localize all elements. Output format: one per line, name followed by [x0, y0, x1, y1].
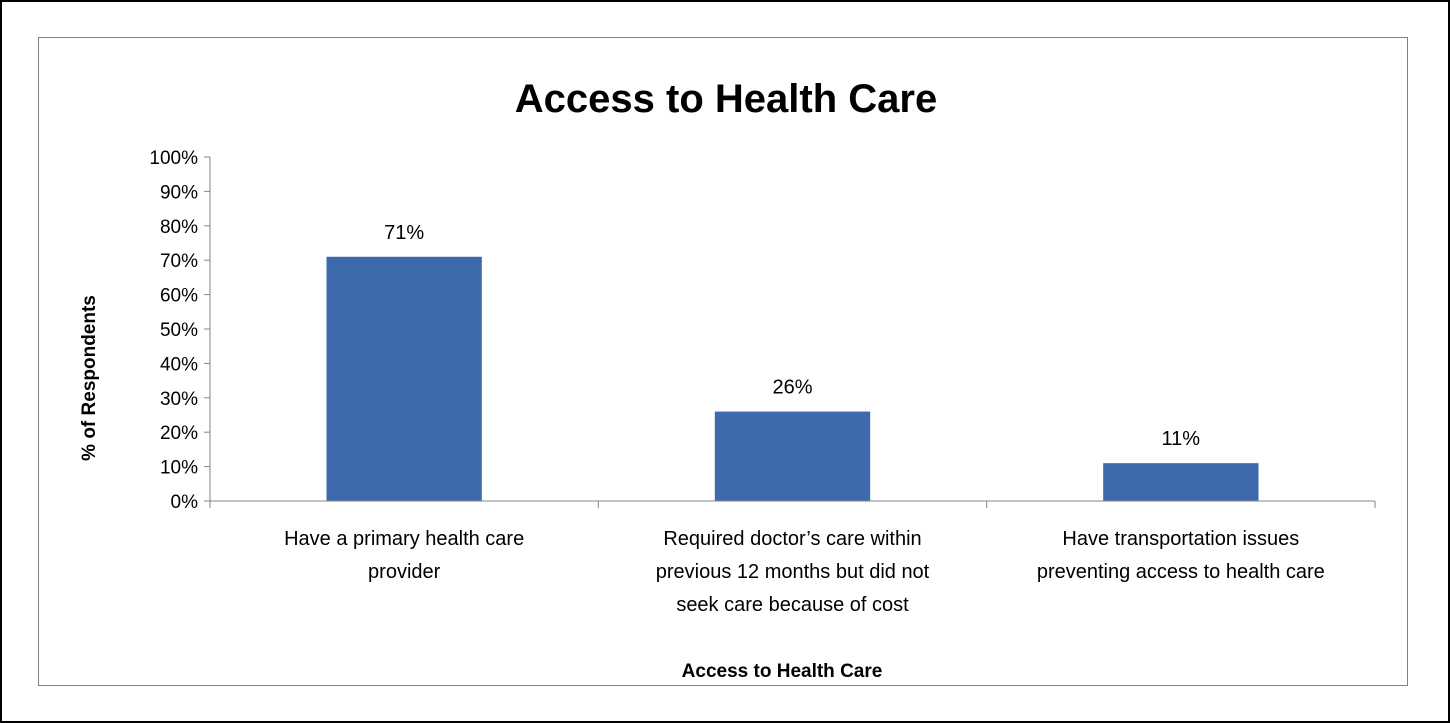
- y-tick-label: 90%: [160, 182, 198, 203]
- chart-area: [38, 37, 1408, 686]
- x-category-label: Have transportation issues preventing acc…: [1037, 528, 1325, 583]
- y-tick-label: 30%: [160, 389, 198, 410]
- x-category-label-line: previous 12 months but did not: [656, 561, 930, 583]
- y-tick-label: 10%: [160, 458, 198, 479]
- x-category-label: Have a primary health care provider: [284, 528, 524, 583]
- y-tick-label: 40%: [160, 354, 198, 375]
- x-category-label-line: seek care because of cost: [676, 594, 909, 616]
- data-label: 26%: [772, 377, 812, 399]
- y-tick-label: 80%: [160, 217, 198, 238]
- x-category-label-line: Required doctor’s care within: [663, 528, 921, 550]
- y-tick-label: 70%: [160, 251, 198, 272]
- data-label: 71%: [384, 222, 424, 244]
- data-labels: 71% 26% 11%: [384, 222, 1200, 450]
- data-label: 11%: [1162, 428, 1201, 450]
- x-category-label-line: Have transportation issues: [1062, 528, 1299, 550]
- y-tick-label: 100%: [149, 148, 198, 169]
- y-tick-label: 0%: [171, 492, 199, 513]
- x-category-label-line: preventing access to health care: [1037, 561, 1325, 583]
- chart-title: Access to Health Care: [515, 77, 937, 121]
- x-axis-categories: Have a primary health care provider Requir…: [209, 501, 1376, 616]
- y-axis-ticks: 0% 10% 20% 30% 40% 50% 60% 70% 80% 90% 100%: [149, 148, 210, 513]
- y-tick-label: 20%: [160, 423, 198, 444]
- y-tick-label: 50%: [160, 320, 198, 341]
- bar: [326, 256, 482, 501]
- x-category-label: Required doctor’s care within previous 12…: [656, 528, 930, 616]
- bar: [1103, 463, 1259, 501]
- x-category-label-line: provider: [368, 561, 441, 583]
- bar: [714, 411, 871, 501]
- y-tick-label: 60%: [160, 286, 198, 307]
- y-axis-title: % of Respondents: [79, 295, 100, 461]
- x-axis-title: Access to Health Care: [682, 661, 883, 682]
- x-category-label-line: Have a primary health care: [284, 528, 524, 550]
- bars: [326, 256, 1259, 501]
